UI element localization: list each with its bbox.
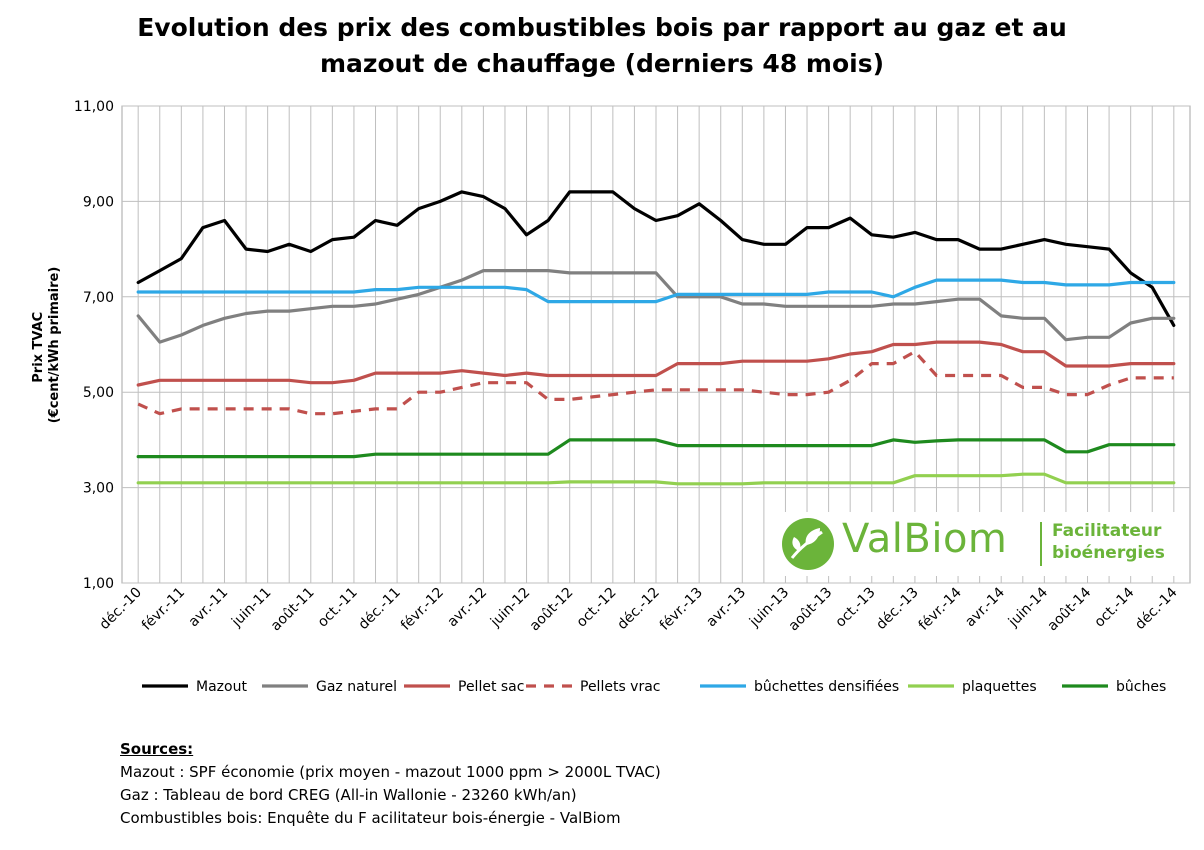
x-tick-label: févr.-11 [139, 585, 188, 634]
logo-wordmark: ValBiom [842, 516, 1008, 562]
y-axis-label: Prix TVAC (€cent/kWh primaire) [31, 267, 62, 424]
y-axis-label-line-2: (€cent/kWh primaire) [47, 267, 62, 424]
line-chart: 1,003,005,007,009,0011,00déc.-10févr.-11… [31, 99, 1191, 695]
x-tick-label: avr.-12 [445, 585, 491, 631]
series-line [136, 190, 1176, 327]
x-tick-label: déc.-13 [873, 585, 921, 633]
x-tick-label: août-12 [527, 585, 577, 635]
logo-tagline-line-1: Facilitateur [1052, 521, 1162, 541]
legend-label: Gaz naturel [316, 679, 397, 695]
logo-divider [1040, 522, 1042, 566]
sources-block: Sources: Mazout : SPF économie (prix moy… [120, 738, 661, 830]
x-tick-label: oct.-13 [833, 585, 879, 631]
legend-label: Mazout [196, 679, 247, 695]
x-tick-label: févr.-14 [916, 584, 965, 633]
x-tick-label: oct.-12 [574, 585, 620, 631]
grid [121, 105, 1191, 584]
y-tick-label: 7,00 [83, 290, 114, 306]
x-tick-label: avr.-13 [703, 585, 749, 631]
logo-tagline: Facilitateur bioénergies [1052, 520, 1165, 564]
leaf-icon [782, 518, 834, 570]
x-tick-label: août-13 [786, 585, 836, 635]
chart-title-line-1: Evolution des prix des combustibles bois… [137, 13, 1067, 42]
x-tick-label: déc.-14 [1132, 584, 1181, 633]
x-tick-label: avr.-14 [962, 584, 1008, 630]
series-line [136, 278, 1176, 304]
x-tick-label: avr.-11 [186, 585, 232, 631]
x-tick-label: févr.-13 [657, 585, 706, 634]
series-line [136, 472, 1176, 486]
source-line-bois: Combustibles bois: Enquête du F acilitat… [120, 809, 621, 827]
chart-title-line-2: mazout de chauffage (derniers 48 mois) [319, 49, 885, 78]
chart-title: Evolution des prix des combustibles bois… [60, 10, 1144, 82]
legend-label: bûchettes densifiées [754, 679, 899, 695]
legend-label: plaquettes [962, 679, 1037, 695]
series-line [136, 340, 1176, 387]
y-tick-label: 5,00 [83, 385, 114, 401]
legend-label: Pellet sac [458, 679, 524, 695]
x-tick-label: août-14 [1045, 584, 1095, 634]
x-tick-label: août-11 [268, 585, 318, 635]
y-tick-label: 3,00 [83, 481, 114, 497]
source-line-mazout: Mazout : SPF économie (prix moyen - mazo… [120, 763, 661, 781]
y-tick-label: 11,00 [74, 99, 114, 115]
y-tick-label: 9,00 [83, 194, 114, 210]
series-line [136, 269, 1176, 344]
valbiom-logo: ValBiom Facilitateur bioénergies [778, 512, 1178, 576]
sources-heading: Sources: [120, 740, 194, 758]
legend: Mazout Gaz naturel Pellet sac Pellets vrac b… [142, 679, 1166, 695]
x-tick-label: oct.-14 [1091, 584, 1137, 630]
legend-label: Pellets vrac [580, 679, 661, 695]
source-line-gaz: Gaz : Tableau de bord CREG (All-in Wallo… [120, 786, 577, 804]
y-tick-label: 1,00 [83, 576, 114, 592]
x-tick-label: oct.-11 [315, 585, 361, 631]
y-axis-label-line-1: Prix TVAC [31, 312, 46, 383]
x-tick-label: déc.-11 [355, 585, 403, 633]
logo-tagline-line-2: bioénergies [1052, 543, 1165, 563]
series-lines [136, 190, 1176, 486]
x-tick-label: févr.-12 [398, 585, 447, 634]
legend-label: bûches [1116, 679, 1166, 695]
series-line [137, 350, 1174, 416]
series-line [136, 438, 1176, 459]
x-tick-label: déc.-12 [614, 585, 662, 633]
